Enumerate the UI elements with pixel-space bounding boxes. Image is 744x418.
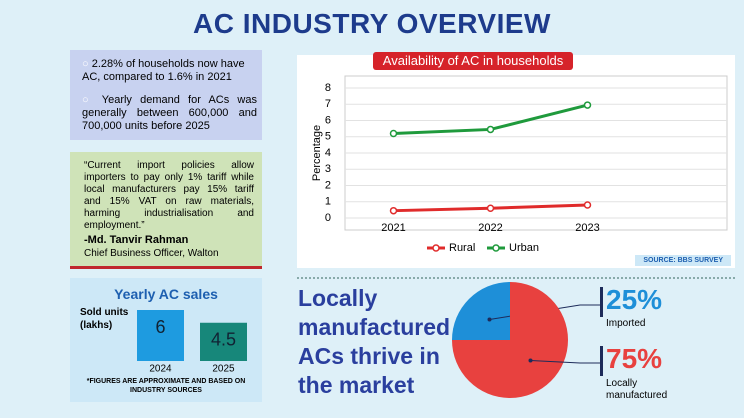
line-point xyxy=(389,129,398,138)
fact: ○ Yearly demand for ACs was generally be… xyxy=(82,94,257,132)
quote-role: Chief Business Officer, Walton xyxy=(84,248,219,259)
bar-value-label: 6 xyxy=(155,317,165,337)
bar-title: Yearly AC sales xyxy=(114,286,218,302)
y-tick-label: 2 xyxy=(325,179,331,191)
pie-value-label: 25% xyxy=(606,284,663,315)
bar-value-label: 4.5 xyxy=(211,330,236,350)
quote-text: “Current import policies allow importers… xyxy=(84,160,254,231)
legend-marker xyxy=(432,244,440,252)
fact-text: 2.28% of households now have AC, compare… xyxy=(82,58,245,83)
quote-box: “Current import policies allow importers… xyxy=(70,152,262,269)
label-bar xyxy=(600,346,603,376)
x-tick-label: 2023 xyxy=(575,222,599,234)
line-title: Availability of AC in households xyxy=(373,52,573,70)
y-tick-label: 6 xyxy=(325,114,331,126)
x-tick-label: 2025 xyxy=(212,364,235,375)
x-tick-label: 2024 xyxy=(149,364,172,375)
pie-slice xyxy=(452,282,568,398)
line-point xyxy=(486,204,495,212)
y-tick-label: 5 xyxy=(325,131,331,143)
line-point xyxy=(389,206,398,215)
fact-text: Yearly demand for ACs was generally betw… xyxy=(82,94,257,132)
y-tick-label: 0 xyxy=(325,212,331,224)
label-bar xyxy=(600,287,603,317)
sales-box: Yearly AC sales Sold units (lakhs) 6 2024… xyxy=(70,278,262,402)
pie-chart xyxy=(452,282,600,398)
y-tick-label: 8 xyxy=(325,82,331,94)
bar-chart: 6 2024 4.5 2025 xyxy=(137,310,247,375)
facts-box: ○ 2.28% of households now have AC, compa… xyxy=(70,50,262,140)
pie-value-label: 75% xyxy=(606,343,663,374)
line-point xyxy=(583,201,592,209)
quote-author: -Md. Tanvir Rahman xyxy=(84,234,189,246)
y-axis-label: Percentage xyxy=(311,125,323,181)
legend-label: Urban xyxy=(509,242,539,254)
pie-label: Locally manufactured xyxy=(606,378,668,401)
legend-label: Rural xyxy=(449,242,475,254)
pie-label: Imported xyxy=(606,318,646,329)
headline: Locally manufactured ACs thrive in the m… xyxy=(298,285,451,398)
line-point xyxy=(583,101,592,109)
y-tick-label: 3 xyxy=(325,163,331,175)
y-tick-label: 7 xyxy=(325,98,331,110)
x-tick-label: 2021 xyxy=(381,222,405,234)
x-tick-label: 2022 xyxy=(478,222,502,234)
y-tick-label: 4 xyxy=(325,147,331,159)
line-panel: 0 1 2 3 4 5 6 7 8 Percentage 2021 2022 2023 Rural Urba… xyxy=(297,52,735,268)
line-point xyxy=(486,125,495,134)
page-title: AC INDUSTRY OVERVIEW xyxy=(193,8,551,39)
source: SOURCE: BBS SURVEY xyxy=(635,255,731,266)
footnote: *FIGURES ARE APPROXIMATE AND BASED ON IN… xyxy=(86,378,246,394)
leader-dot xyxy=(487,317,492,322)
y-tick-label: 1 xyxy=(325,196,331,208)
leader-dot xyxy=(528,358,533,363)
bar xyxy=(200,322,247,361)
legend-marker xyxy=(492,244,500,252)
pie-slice xyxy=(452,282,510,340)
leader-line xyxy=(530,360,600,364)
fact: ○ 2.28% of households now have AC, compa… xyxy=(82,58,245,83)
bar-y-label: Sold units (lakhs) xyxy=(80,307,129,331)
bar xyxy=(137,310,184,361)
separator xyxy=(297,277,735,279)
line-chart: 0 1 2 3 4 5 6 7 8 Percentage 2021 2022 2023 Rural Urba… xyxy=(311,75,728,254)
